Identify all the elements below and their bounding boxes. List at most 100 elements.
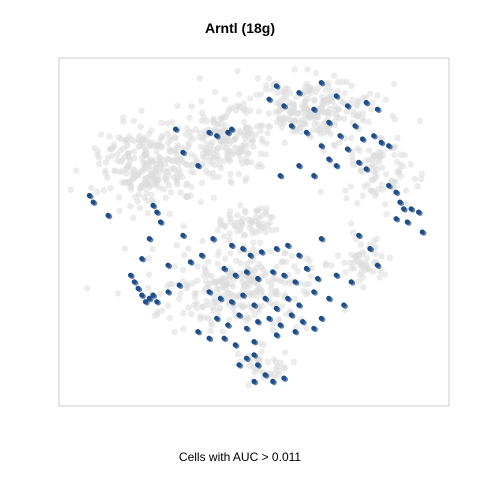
highlighted-cell-point	[260, 250, 266, 256]
background-cell-point	[181, 251, 188, 258]
background-cell-point	[334, 252, 342, 259]
background-cell-point	[148, 191, 155, 199]
background-cell-point	[357, 241, 365, 248]
background-cell-point	[252, 280, 259, 287]
background-cell-point	[205, 315, 212, 322]
background-cell-point	[356, 271, 364, 279]
background-cell-point	[245, 315, 252, 322]
background-cell-point	[121, 153, 128, 160]
background-cell-point	[377, 134, 385, 141]
background-cell-point	[341, 307, 349, 314]
background-cell-point	[222, 122, 229, 129]
background-cell-point	[325, 94, 332, 101]
background-cell-point	[207, 327, 214, 335]
highlighted-cell-point	[346, 104, 352, 110]
background-cell-point	[234, 68, 241, 75]
background-cell-point	[247, 258, 254, 265]
background-cell-point	[251, 369, 258, 376]
background-cell-point	[257, 150, 265, 157]
highlighted-cell-point	[398, 200, 404, 206]
background-cell-point	[360, 284, 367, 291]
background-cell-point	[327, 130, 335, 138]
background-cell-point	[260, 220, 268, 227]
background-cell-point	[236, 302, 244, 309]
background-cell-point	[210, 307, 217, 314]
highlighted-cell-point	[387, 144, 393, 150]
background-cell-point	[198, 179, 206, 186]
background-cell-point	[221, 96, 228, 103]
background-cell-point	[378, 252, 385, 260]
highlighted-cell-point	[196, 330, 202, 336]
background-cell-point	[348, 82, 355, 90]
background-cell-point	[211, 88, 219, 96]
background-cell-point	[145, 271, 153, 278]
background-cell-point	[130, 214, 137, 222]
background-cell-point	[134, 198, 142, 205]
background-cell-point	[341, 90, 348, 97]
background-cell-point	[348, 134, 355, 141]
background-cell-point	[149, 245, 156, 253]
background-cell-point	[256, 367, 263, 374]
background-cell-point	[245, 216, 252, 223]
background-cell-point	[354, 102, 361, 109]
background-cell-point	[171, 328, 178, 336]
background-cell-point	[373, 166, 381, 174]
highlighted-cell-point	[305, 131, 311, 137]
background-cell-point	[379, 186, 386, 193]
background-cell-point	[168, 119, 176, 126]
background-cell-point	[185, 245, 192, 252]
highlighted-cell-point	[151, 293, 158, 299]
background-cell-point	[94, 188, 101, 195]
background-cell-point	[256, 161, 263, 168]
background-cell-point	[173, 242, 180, 249]
background-cell-point	[281, 139, 288, 146]
background-cell-point	[240, 118, 248, 126]
background-cell-point	[193, 304, 201, 312]
background-cell-point	[173, 176, 180, 184]
highlighted-cell-point	[316, 277, 322, 283]
highlighted-cell-point	[178, 283, 184, 289]
highlighted-cell-point	[271, 380, 277, 386]
background-cell-point	[98, 131, 105, 138]
highlighted-cell-point	[353, 124, 360, 130]
background-cell-point	[223, 285, 230, 292]
background-cell-point	[148, 181, 155, 188]
background-cell-point	[117, 135, 125, 143]
background-cell-point	[214, 260, 222, 268]
background-cell-point	[359, 248, 366, 256]
background-cell-point	[382, 171, 390, 178]
background-cell-point	[286, 279, 293, 286]
background-cell-point	[364, 265, 371, 272]
background-cell-point	[214, 285, 221, 292]
background-cell-point	[217, 164, 225, 172]
background-cell-point	[335, 114, 343, 122]
background-cell-point	[114, 290, 122, 297]
background-cell-point	[202, 266, 209, 274]
background-cell-point	[397, 151, 405, 158]
background-cell-point	[153, 148, 160, 155]
background-cell-point	[219, 328, 226, 335]
background-cell-point	[288, 252, 295, 260]
highlighted-cell-point	[380, 141, 386, 147]
background-cell-point	[322, 87, 329, 94]
background-cell-point	[127, 136, 135, 143]
background-cell-point	[241, 232, 249, 239]
highlighted-cell-point	[166, 290, 173, 296]
background-cell-point	[241, 280, 248, 288]
background-cell-point	[179, 158, 187, 165]
background-cell-point	[258, 212, 265, 219]
background-cell-point	[183, 125, 190, 132]
highlighted-cell-point	[290, 124, 296, 130]
highlighted-cell-point	[395, 217, 401, 223]
background-cell-point	[273, 263, 280, 270]
background-cell-point	[67, 186, 74, 193]
background-cell-point	[382, 201, 389, 208]
background-cell-point	[231, 309, 238, 317]
background-cell-point	[265, 75, 273, 82]
highlighted-cell-point	[230, 243, 236, 250]
background-cell-point	[220, 144, 227, 151]
highlighted-cell-point	[372, 134, 378, 140]
background-cell-point	[95, 154, 103, 161]
background-cell-point	[192, 126, 200, 133]
highlighted-cell-point	[402, 207, 408, 213]
